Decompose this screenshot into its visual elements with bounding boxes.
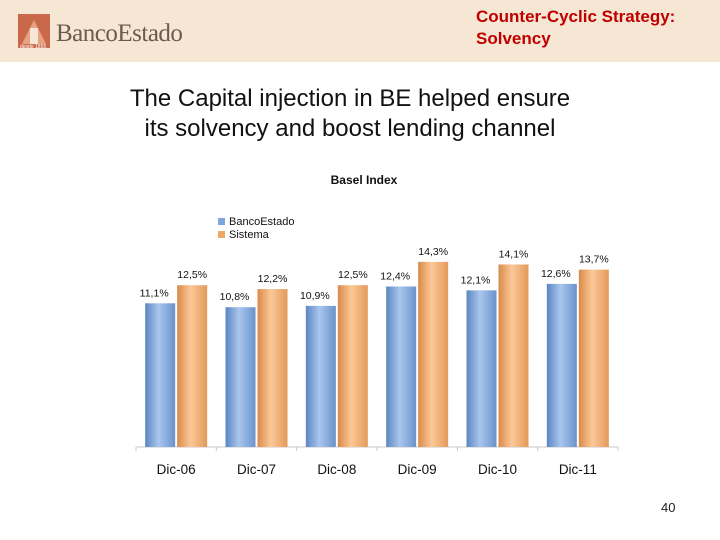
- data-label-bancoestado-dic-06: 11,1%: [140, 287, 169, 299]
- data-label-sistema-dic-10: 14,1%: [499, 248, 529, 260]
- data-label-sistema-dic-06: 12,5%: [177, 269, 207, 281]
- legend-swatch-sistema: [218, 231, 225, 238]
- bar-sistema-dic-11: [578, 269, 609, 447]
- logo-text: BancoEstado: [56, 20, 183, 47]
- bar-bancoestado-dic-07: [225, 307, 256, 447]
- legend-label-bancoestado: BancoEstado: [229, 216, 294, 228]
- x-tick-label-dic-06: Dic-06: [157, 462, 196, 477]
- legend-swatch-bancoestado: [218, 218, 225, 225]
- data-label-bancoestado-dic-10: 12,1%: [461, 274, 491, 286]
- bar-sistema-dic-06: [177, 285, 208, 447]
- data-label-sistema-dic-08: 12,5%: [338, 269, 368, 281]
- bar-bancoestado-dic-10: [466, 290, 497, 447]
- bar-sistema-dic-09: [418, 261, 449, 447]
- x-tick-label-dic-08: Dic-08: [317, 462, 356, 477]
- data-label-bancoestado-dic-11: 12,6%: [541, 268, 571, 280]
- x-tick-label-dic-11: Dic-11: [559, 462, 597, 477]
- chart-title: Basel Index: [330, 173, 398, 187]
- page-number: 40: [661, 500, 676, 515]
- data-label-sistema-dic-09: 14,3%: [418, 246, 448, 258]
- bar-sistema-dic-07: [257, 289, 288, 447]
- bar-sistema-dic-08: [337, 285, 368, 447]
- data-label-bancoestado-dic-08: 10,9%: [300, 290, 330, 302]
- bar-bancoestado-dic-06: [145, 303, 176, 447]
- bar-bancoestado-dic-08: [305, 305, 336, 447]
- section-title-line-1: Counter-Cyclic Strategy:: [476, 7, 676, 26]
- logo-subtext: desde 1855: [20, 44, 47, 50]
- x-tick-label-dic-10: Dic-10: [478, 462, 517, 477]
- x-tick-label-dic-09: Dic-09: [398, 462, 437, 477]
- bar-bancoestado-dic-11: [546, 283, 577, 447]
- legend-label-sistema: Sistema: [229, 229, 270, 241]
- header-band: [0, 0, 720, 62]
- building-logo-icon: [18, 14, 50, 48]
- headline-line-1: The Capital injection in BE helped ensur…: [129, 85, 571, 112]
- section-title: Counter-Cyclic Strategy: Solvency: [476, 6, 716, 50]
- slide-headline: The Capital injection in BE helped ensur…: [40, 84, 660, 144]
- data-label-sistema-dic-11: 13,7%: [579, 254, 609, 266]
- data-label-bancoestado-dic-07: 10,8%: [220, 291, 250, 303]
- bar-sistema-dic-10: [498, 264, 529, 447]
- bancoestado-logo: BancoEstado desde 1855: [18, 14, 198, 54]
- data-label-bancoestado-dic-09: 12,4%: [380, 270, 410, 282]
- bar-bancoestado-dic-09: [386, 286, 417, 447]
- section-title-line-2: Solvency: [476, 29, 551, 48]
- headline-line-2: its solvency and boost lending channel: [144, 115, 556, 142]
- data-label-sistema-dic-07: 12,2%: [258, 273, 288, 285]
- x-tick-label-dic-07: Dic-07: [237, 462, 276, 477]
